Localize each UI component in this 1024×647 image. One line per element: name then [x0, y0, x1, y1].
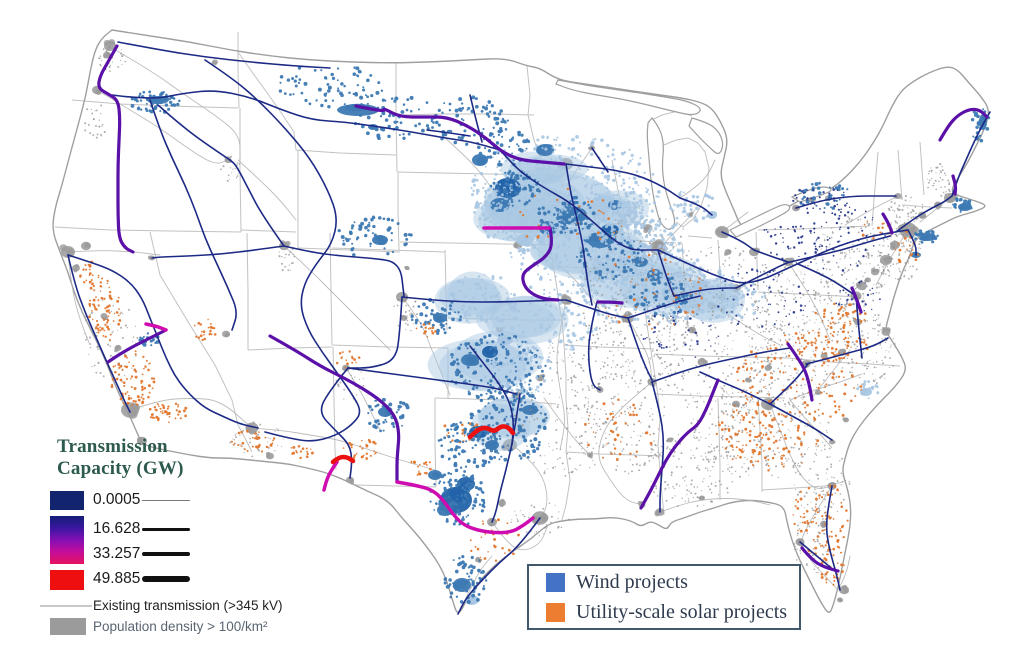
population-density-label: Population density > 100/km² [93, 619, 268, 634]
existing-transmission-line-sample [40, 605, 92, 607]
capacity-swatch-low [50, 491, 84, 510]
wind-projects-label: Wind projects [576, 570, 688, 593]
population-density-swatch [50, 618, 86, 635]
transmission-capacity-legend: Transmission Capacity (GW) 0.0005 16.628 3… [40, 436, 320, 647]
capacity-line-sample [142, 575, 190, 583]
solar-projects-row: Utility-scale solar projects [546, 601, 799, 624]
capacity-value: 16.628 [93, 520, 141, 537]
capacity-gradient-swatch [50, 516, 84, 564]
capacity-value: 49.885 [93, 570, 141, 587]
projects-legend: Wind projects Utility-scale solar projec… [527, 564, 801, 630]
wind-projects-row: Wind projects [546, 571, 799, 594]
capacity-legend-title-line1: Transmission [57, 436, 168, 457]
wind-projects-swatch [546, 572, 565, 592]
solar-projects-swatch [546, 602, 565, 622]
capacity-legend-title-line2: Capacity (GW) [57, 458, 184, 479]
existing-transmission-label: Existing transmission (>345 kV) [93, 598, 283, 613]
capacity-value: 0.0005 [93, 491, 141, 508]
capacity-legend-title: Transmission Capacity (GW) [57, 436, 184, 480]
capacity-line-sample [142, 527, 190, 531]
capacity-swatch-high [50, 570, 84, 590]
capacity-value: 33.257 [93, 545, 141, 562]
solar-projects-label: Utility-scale solar projects [576, 600, 788, 623]
capacity-line-sample [142, 499, 190, 501]
capacity-line-sample [142, 551, 190, 557]
